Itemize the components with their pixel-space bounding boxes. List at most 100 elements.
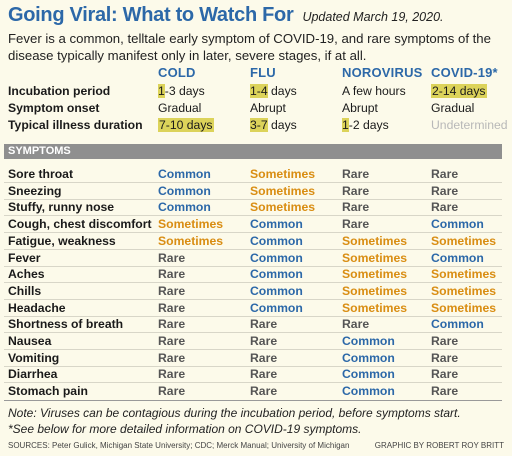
symptom-frequency: Rare (158, 367, 186, 381)
symptom-frequency: Rare (342, 217, 370, 231)
highlight-mark: 1-4 (250, 84, 268, 98)
symptom-frequency: Rare (158, 251, 186, 265)
symptom-frequency: Rare (250, 351, 278, 365)
symptom-row: Shortness of breath Rare Rare Rare Common (0, 316, 512, 333)
symptom-frequency: Sometimes (342, 267, 408, 281)
row-separator (4, 266, 502, 267)
info-label: Symptom onset (8, 101, 100, 115)
page-title: Going Viral: What to Watch For (8, 4, 294, 26)
symptom-frequency: Common (342, 367, 395, 381)
highlight-mark: 1 (342, 118, 349, 132)
row-separator (4, 382, 502, 383)
info-label: Incubation period (8, 84, 111, 98)
symptom-frequency: Rare (342, 167, 370, 181)
symptom-frequency: Rare (158, 334, 186, 348)
info-row-incubation: Incubation period 1-3 days 1-4 days A fe… (0, 83, 512, 100)
info-value: Abrupt (250, 101, 286, 115)
symptom-frequency: Rare (158, 301, 186, 315)
info-value-rest: -3 days (164, 84, 205, 98)
symptom-row: Stuffy, runny nose Common Sometimes Rare Rar… (0, 199, 512, 216)
intro-text: Fever is a common, telltale early sympto… (8, 31, 491, 63)
symptom-label: Nausea (8, 334, 52, 348)
symptom-row: Sore throat Common Sometimes Rare Rare (0, 166, 512, 183)
info-value: 1-3 days (158, 84, 205, 98)
symptom-frequency: Rare (158, 317, 186, 331)
info-value: Gradual (431, 101, 475, 115)
info-row-onset: Symptom onset Gradual Abrupt Abrupt Grad… (0, 100, 512, 117)
symptom-label: Vomiting (8, 351, 60, 365)
symptom-frequency: Rare (431, 334, 459, 348)
row-separator (4, 366, 502, 367)
info-value-rest: days (267, 84, 297, 98)
symptom-label: Aches (8, 267, 45, 281)
symptom-row: Stomach pain Rare Rare Common Rare (0, 383, 512, 400)
symptom-row: Aches Rare Common Sometimes Sometimes (0, 266, 512, 283)
row-separator (4, 316, 502, 317)
symptom-row: Headache Rare Common Sometimes Sometimes (0, 300, 512, 317)
info-value-rest: -2 days (348, 118, 389, 132)
symptom-frequency: Rare (431, 184, 459, 198)
symptom-frequency: Rare (158, 351, 186, 365)
symptom-frequency: Sometimes (342, 251, 408, 265)
symptoms-header-bar: SYMPTOMS (4, 144, 502, 159)
info-value: 7-10 days (158, 118, 214, 132)
symptom-row: Nausea Rare Rare Common Rare (0, 333, 512, 350)
note-contagious: Note: Viruses can be contagious during t… (8, 406, 461, 420)
info-value-rest: days (267, 118, 297, 132)
symptom-frequency: Sometimes (342, 284, 408, 298)
symptom-frequency: Sometimes (431, 284, 497, 298)
column-header-cold: COLD (158, 65, 196, 80)
highlight-mark: 1 (158, 84, 165, 98)
symptom-frequency: Common (250, 267, 303, 281)
symptom-frequency: Common (250, 251, 303, 265)
symptom-row: Cough, chest discomfort Sometimes Common Ra… (0, 216, 512, 233)
symptom-frequency: Sometimes (431, 267, 497, 281)
symptom-frequency: Common (250, 284, 303, 298)
credit-text: GRAPHIC BY ROBERT ROY BRITT (374, 441, 504, 450)
info-value: 3-7 days (250, 118, 297, 132)
symptom-frequency: Rare (431, 351, 459, 365)
symptom-frequency: Sometimes (250, 184, 316, 198)
symptom-label: Sneezing (8, 184, 62, 198)
symptom-row: Fatigue, weakness Sometimes Common Sometime… (0, 233, 512, 250)
symptom-frequency: Common (342, 384, 395, 398)
symptom-frequency: Sometimes (158, 217, 224, 231)
symptom-frequency: Rare (431, 367, 459, 381)
symptom-frequency: Rare (342, 184, 370, 198)
symptom-frequency: Sometimes (250, 200, 316, 214)
updated-date: Updated March 19, 2020. (302, 10, 444, 24)
symptom-frequency: Rare (250, 317, 278, 331)
symptom-frequency: Common (342, 334, 395, 348)
info-value: 1-4 days (250, 84, 297, 98)
symptom-frequency: Common (250, 217, 303, 231)
row-separator (4, 282, 502, 283)
column-header-norovirus: NOROVIRUS (342, 65, 423, 80)
info-value: 1-2 days (342, 118, 389, 132)
row-separator (4, 249, 502, 250)
divider (4, 400, 502, 401)
symptom-frequency: Rare (158, 267, 186, 281)
symptom-label: Chills (8, 284, 42, 298)
symptom-row: Diarrhea Rare Rare Common Rare (0, 366, 512, 383)
row-separator (4, 199, 502, 200)
symptom-frequency: Rare (431, 384, 459, 398)
symptom-row: Sneezing Common Sometimes Rare Rare (0, 183, 512, 200)
symptom-frequency: Sometimes (342, 301, 408, 315)
info-value: A few hours (342, 84, 406, 98)
symptom-frequency: Rare (158, 284, 186, 298)
header: Going Viral: What to Watch For Updated M… (8, 4, 506, 64)
symptom-frequency: Rare (250, 334, 278, 348)
symptom-row: Fever Rare Common Sometimes Common (0, 250, 512, 267)
symptom-frequency: Sometimes (431, 301, 497, 315)
info-value: Undetermined (431, 118, 508, 132)
symptom-frequency: Common (158, 200, 211, 214)
symptom-frequency: Common (158, 184, 211, 198)
symptom-row: Vomiting Rare Rare Common Rare (0, 350, 512, 367)
row-separator (4, 349, 502, 350)
sources-text: SOURCES: Peter Gulick, Michigan State Un… (8, 441, 350, 450)
symptom-frequency: Common (250, 301, 303, 315)
symptom-frequency: Common (431, 317, 484, 331)
symptom-frequency: Rare (431, 167, 459, 181)
symptom-label: Shortness of breath (8, 317, 124, 331)
symptom-frequency: Common (431, 217, 484, 231)
